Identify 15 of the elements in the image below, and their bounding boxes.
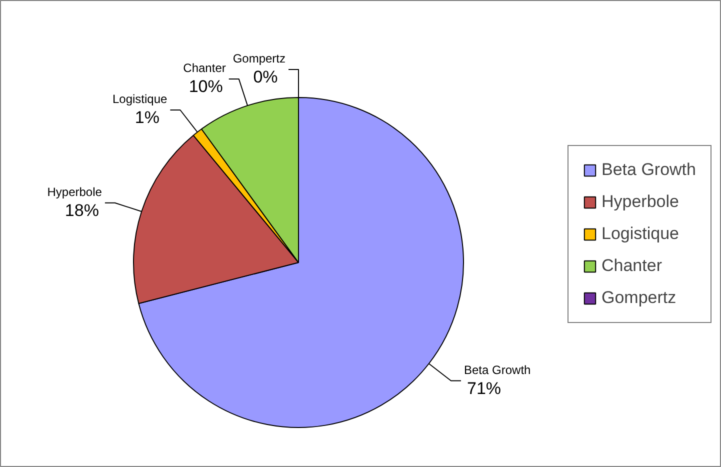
slice-label: Chanter	[183, 60, 226, 75]
data-label: 18%	[64, 200, 99, 220]
slice-label: Logistique	[112, 92, 168, 106]
slice-label: Beta Growth	[464, 362, 531, 377]
category-label: Gompertz	[232, 52, 286, 66]
data-label: 10%	[188, 76, 223, 96]
legend-label: Chanter	[602, 256, 662, 276]
legend-label: Gompertz	[602, 288, 676, 308]
text: 0%	[253, 68, 278, 86]
legend-label: Hyperbole	[602, 192, 679, 212]
data-label: 71%	[466, 378, 502, 398]
slice-label: Hyperbole	[47, 184, 102, 199]
legend-label: Beta Growth	[602, 160, 696, 180]
legend-label: Logistique	[602, 224, 680, 244]
data-label: 1%	[134, 108, 160, 127]
